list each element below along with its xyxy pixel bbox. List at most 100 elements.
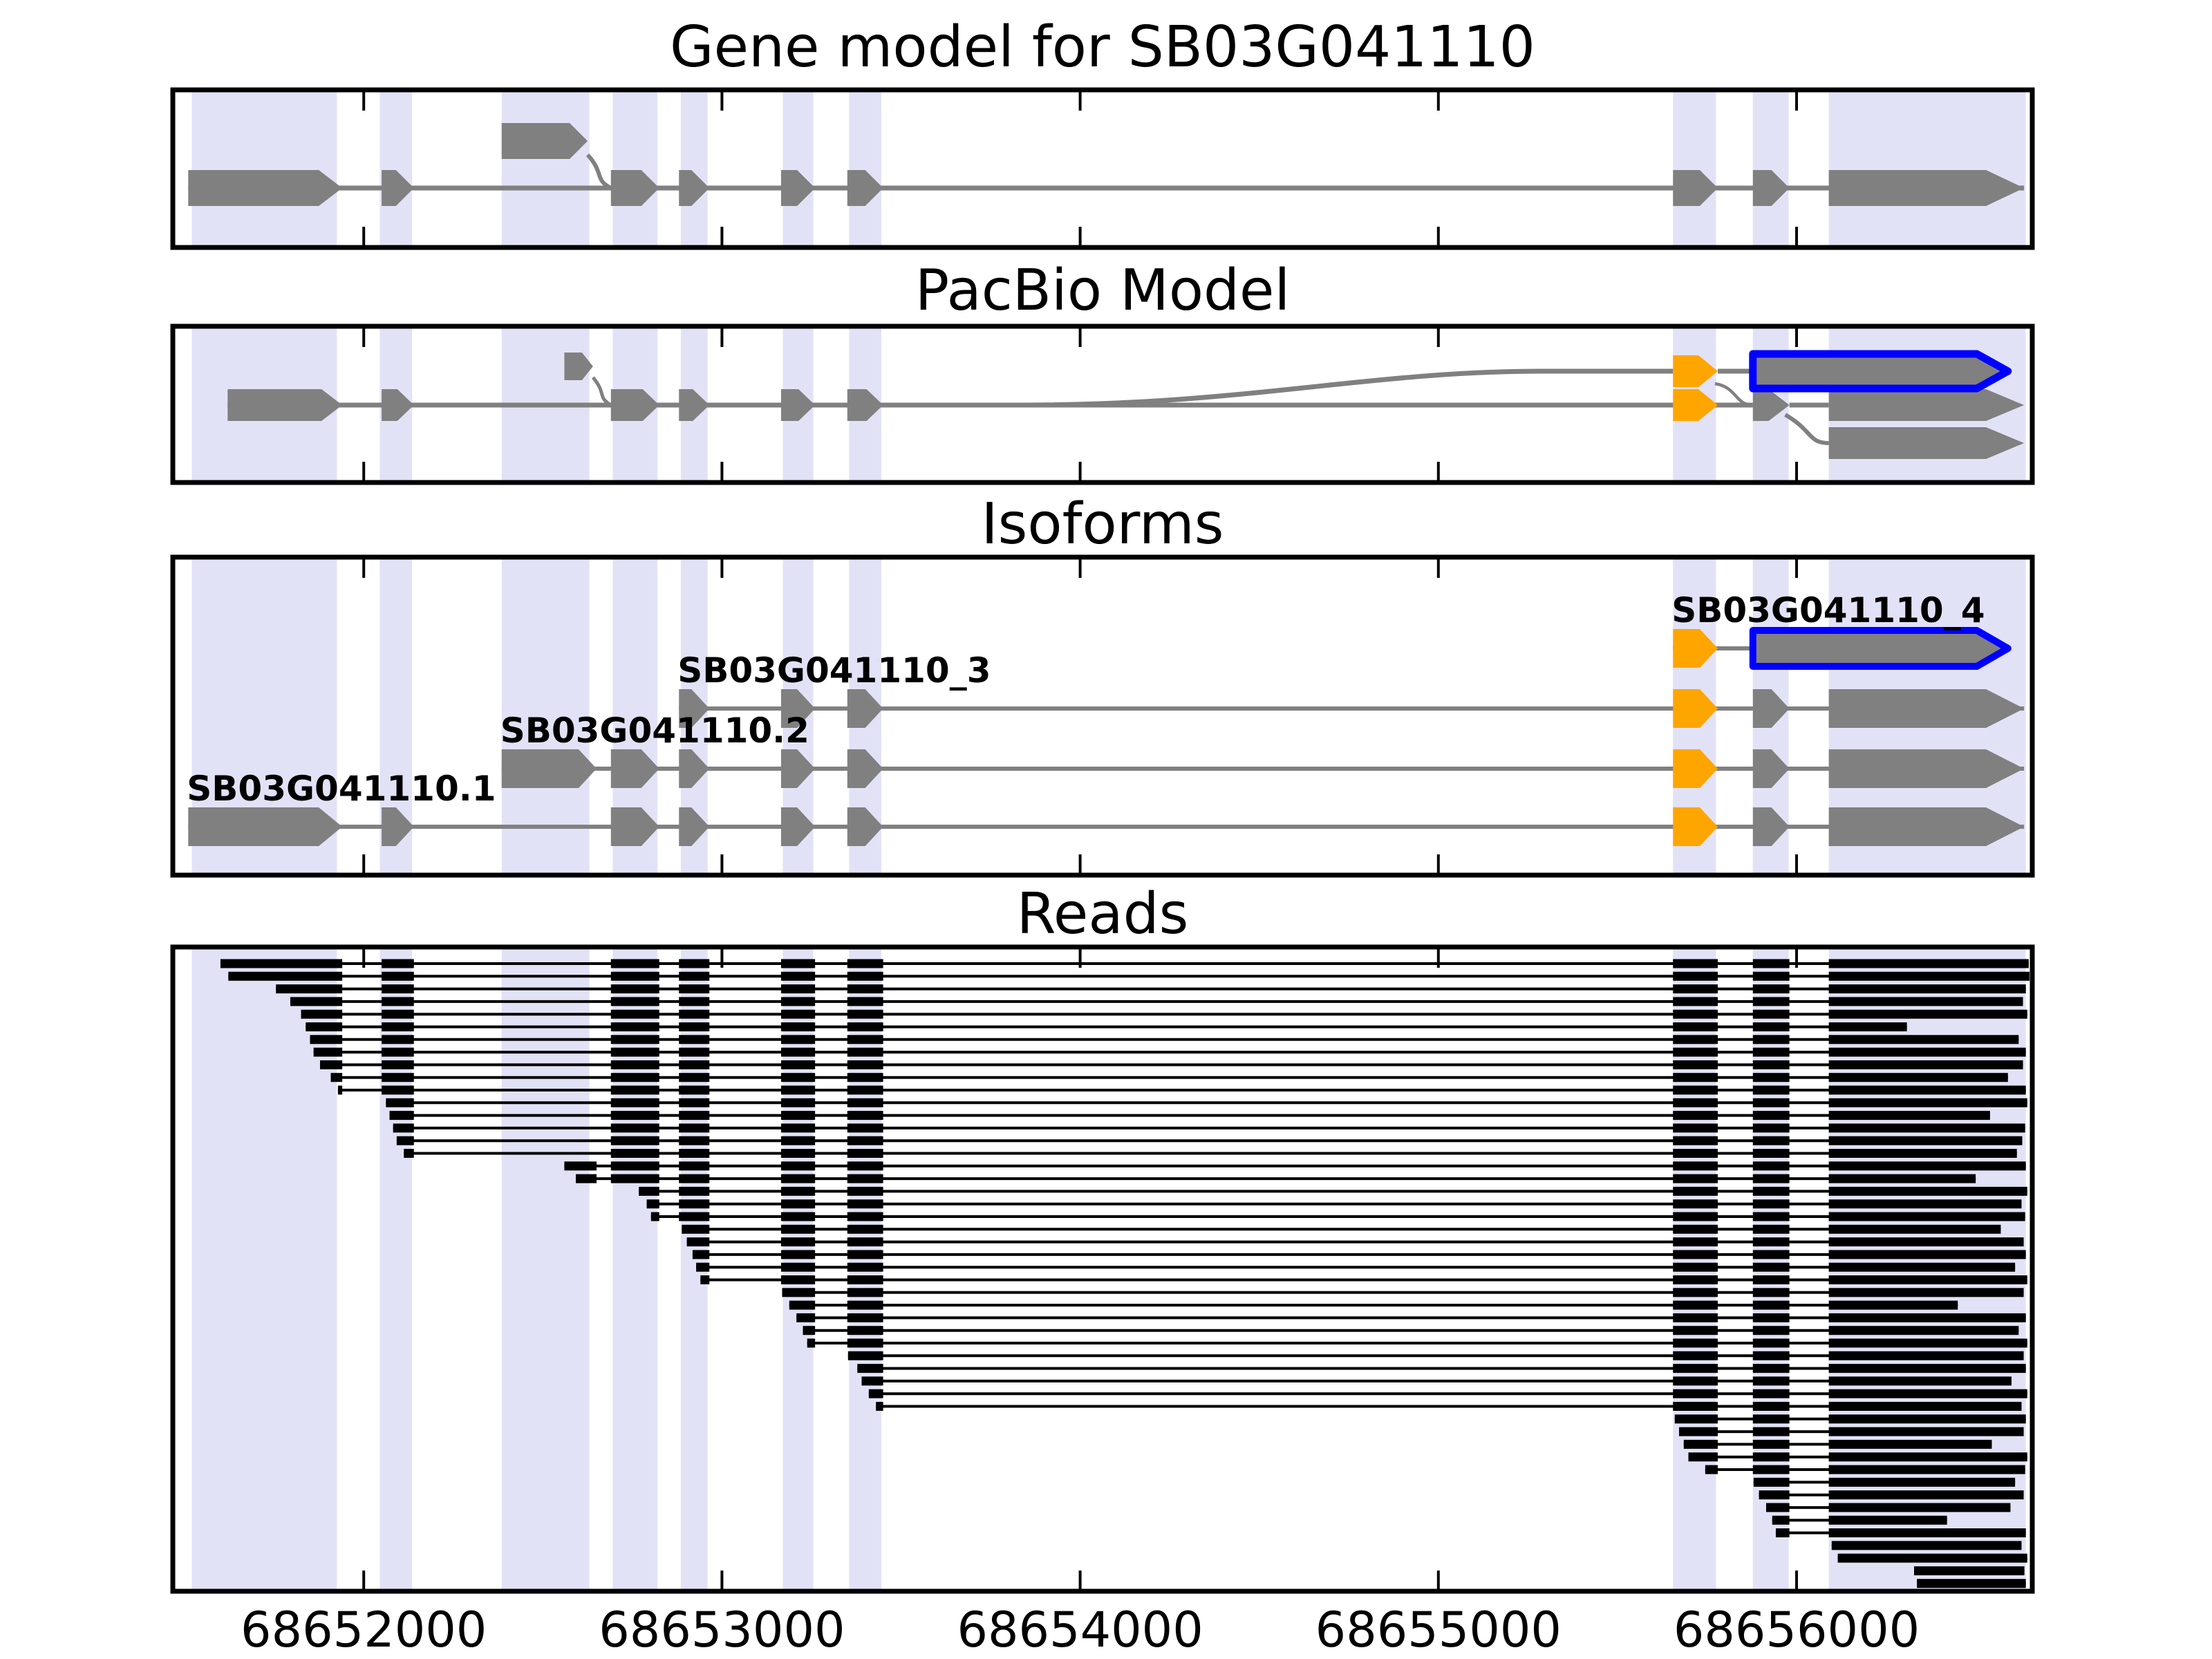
read-exon-block <box>679 1199 710 1209</box>
read-exon-block <box>1828 1326 2019 1335</box>
read-exon-block <box>382 997 414 1006</box>
read-exon-block <box>1828 1262 2016 1272</box>
read-exon-block <box>1828 1477 2016 1487</box>
read-exon-block <box>301 1009 343 1019</box>
read-exon-block <box>1674 1414 1718 1424</box>
read-exon-block <box>1752 959 1790 968</box>
exon <box>610 170 659 206</box>
highlight-band <box>680 92 708 245</box>
read-exon-block <box>610 959 659 968</box>
read-exon-block <box>1673 984 1718 994</box>
read-exon-block <box>1828 1452 2027 1462</box>
read-row <box>803 1326 2019 1335</box>
exon <box>780 389 816 421</box>
read-exon-block <box>1913 1566 2025 1575</box>
exon <box>227 389 343 421</box>
highlight-band <box>612 949 658 1589</box>
read-exon-block <box>847 1275 883 1284</box>
read-exon-block <box>780 1098 816 1107</box>
read-exon-block <box>780 1035 816 1044</box>
read-row <box>319 1060 2023 1069</box>
exon <box>679 389 710 421</box>
read-exon-block <box>679 1123 710 1133</box>
read-row <box>220 959 2029 968</box>
read-exon-block <box>1752 1402 1790 1411</box>
read-exon-block <box>861 1376 883 1386</box>
read-exon-block <box>610 1111 659 1121</box>
read-exon-block <box>1705 1465 1718 1474</box>
read-exon-block <box>679 971 710 981</box>
panel-title-isoforms: Isoforms <box>982 491 1224 557</box>
read-exon-block <box>780 971 816 981</box>
read-exon-block <box>1828 1212 2025 1221</box>
highlight-band <box>849 92 882 245</box>
read-exon-block <box>780 997 816 1006</box>
read-exon-block <box>1673 1250 1718 1259</box>
read-exon-block <box>780 1224 816 1234</box>
read-exon-block <box>1673 1161 1718 1171</box>
read-exon-block <box>1673 1111 1718 1121</box>
read-exon-block <box>1828 1389 2027 1398</box>
read-exon-block <box>780 1250 816 1259</box>
read-exon-block <box>1673 1338 1718 1348</box>
read-exon-block <box>610 971 659 981</box>
read-exon-block <box>868 1389 883 1398</box>
read-exon-block <box>780 1085 816 1095</box>
read-row <box>1683 1439 1992 1449</box>
read-exon-block <box>389 1111 414 1121</box>
read-exon-block <box>1828 1237 2024 1247</box>
read-exon-block <box>1752 984 1790 994</box>
read-exon-block <box>1752 1161 1790 1171</box>
read-exon-block <box>1828 1149 2017 1158</box>
tracks-render-root: SB03G041110_4 SB03G041110_3 SB03G041110.2S… <box>170 87 2035 1594</box>
read-exon-block <box>337 1085 343 1095</box>
read-exon-block <box>1673 1364 1718 1374</box>
read-exon-block <box>780 1009 816 1019</box>
read-exon-block <box>1752 1174 1790 1183</box>
read-exon-block <box>780 1186 816 1196</box>
read-exon-block <box>1673 1047 1718 1057</box>
isoforms-track: SB03G041110_4 SB03G041110_3 SB03G041110.2S… <box>170 554 2035 878</box>
read-exon-block <box>847 1047 883 1057</box>
read-exon-block <box>1673 971 1718 981</box>
read-exon-block <box>1828 1313 2026 1322</box>
read-exon-block <box>1753 1477 1790 1487</box>
read-exon-block <box>1673 1136 1718 1145</box>
exon8-to-row3-curve <box>1784 413 1829 445</box>
panel-border <box>170 87 2035 250</box>
read-exon-block <box>679 1035 710 1044</box>
read-exon-block <box>1673 1389 1718 1398</box>
read-row <box>1705 1465 2025 1474</box>
read-exon-block <box>847 1085 883 1095</box>
read-exon-block <box>1683 1439 1718 1449</box>
read-exon-block <box>780 1262 816 1272</box>
x-tick-label: 68654000 <box>957 1602 1203 1658</box>
read-exon-block <box>610 1123 659 1133</box>
terminal-exon <box>1828 427 2025 459</box>
exon <box>847 389 883 421</box>
read-exon-block <box>1752 1073 1790 1082</box>
panel-title-reads: Reads <box>1017 881 1189 947</box>
read-exon-block <box>1828 1073 2008 1082</box>
read-exon-block <box>1673 1123 1718 1133</box>
alternative-first-exon <box>501 123 588 159</box>
read-exon-block <box>610 1161 659 1171</box>
orange-exon <box>1673 389 1718 421</box>
read-exon-block <box>679 1047 710 1057</box>
read-row <box>1674 1414 2026 1424</box>
read-exon-block <box>679 1212 710 1221</box>
read-exon-block <box>610 1098 659 1107</box>
exon <box>1752 689 1790 728</box>
exon <box>1752 170 1790 206</box>
read-exon-block <box>847 1009 883 1019</box>
read-exon-block <box>396 1136 414 1145</box>
read-exon-block <box>1828 1515 1947 1525</box>
read-exon-block <box>382 971 414 981</box>
read-row <box>276 984 2026 994</box>
read-exon-block <box>847 1022 883 1031</box>
panel-title-gene-model: Gene model for SB03G041110 <box>670 15 1535 80</box>
read-exon-block <box>1828 1528 2026 1537</box>
read-exon-block <box>1828 1199 2022 1209</box>
read-exon-block <box>330 1073 343 1082</box>
read-row <box>807 1338 2027 1348</box>
